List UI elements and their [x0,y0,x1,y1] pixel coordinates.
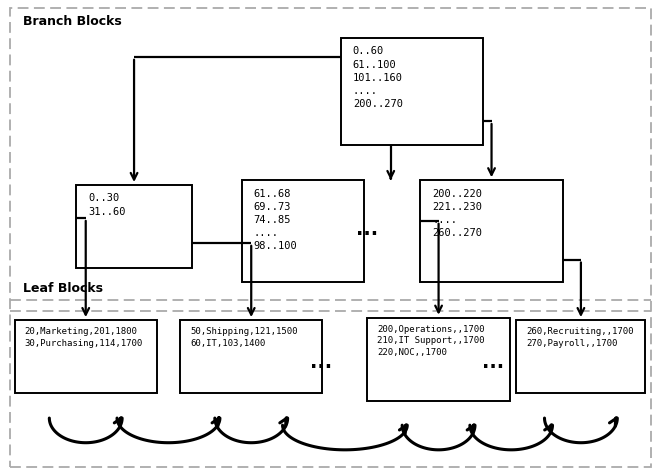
Text: 0..30
31..60: 0..30 31..60 [88,193,126,217]
Bar [180,320,322,393]
Bar [15,320,157,393]
Bar [76,185,192,268]
Bar [516,320,645,393]
Text: 50,Shipping,121,1500
60,IT,103,1400: 50,Shipping,121,1500 60,IT,103,1400 [190,327,297,347]
Bar [341,38,483,145]
Text: 260,Recruiting,,1700
270,Payroll,,1700: 260,Recruiting,,1700 270,Payroll,,1700 [526,327,634,347]
Text: ...: ... [310,353,332,372]
Bar [367,318,510,401]
Bar [420,180,563,282]
Text: 20,Marketing,201,1800
30,Purchasing,114,1700: 20,Marketing,201,1800 30,Purchasing,114,… [24,327,143,347]
Text: 200,Operations,,1700
210,IT Support,,1700
220,NOC,,1700: 200,Operations,,1700 210,IT Support,,170… [377,325,485,356]
Text: ...: ... [482,353,504,372]
Text: 0..60
61..100
101..160
....
200..270: 0..60 61..100 101..160 .... 200..270 [353,46,403,109]
Text: Leaf Blocks: Leaf Blocks [23,283,103,295]
Text: Branch Blocks: Branch Blocks [23,15,122,28]
Text: ...: ... [356,220,379,239]
Text: 61..68
69..73
74..85
....
98..100: 61..68 69..73 74..85 .... 98..100 [254,189,297,251]
Bar [242,180,364,282]
Text: 200..220
221..230
....
260..270: 200..220 221..230 .... 260..270 [432,189,483,238]
